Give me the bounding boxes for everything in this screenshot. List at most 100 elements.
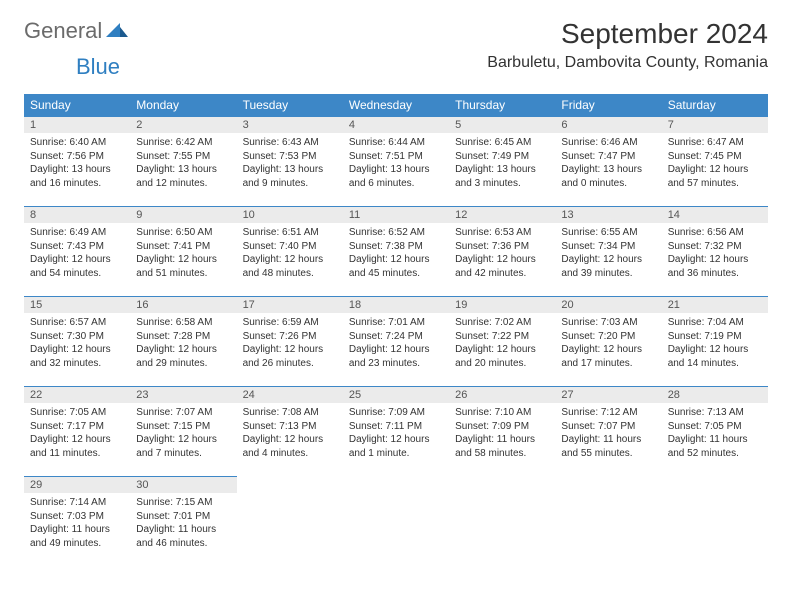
calendar-week-row: 29Sunrise: 7:14 AMSunset: 7:03 PMDayligh… — [24, 477, 768, 563]
day-number: 29 — [24, 477, 130, 493]
day-content: Sunrise: 6:40 AMSunset: 7:56 PMDaylight:… — [24, 133, 130, 196]
day-content: Sunrise: 6:50 AMSunset: 7:41 PMDaylight:… — [130, 223, 236, 286]
day-number: 28 — [662, 387, 768, 403]
day-content: Sunrise: 7:03 AMSunset: 7:20 PMDaylight:… — [555, 313, 661, 376]
day-number: 23 — [130, 387, 236, 403]
logo-triangle-icon — [106, 21, 128, 42]
day-content: Sunrise: 7:14 AMSunset: 7:03 PMDaylight:… — [24, 493, 130, 556]
day-number: 13 — [555, 207, 661, 223]
calendar-week-row: 8Sunrise: 6:49 AMSunset: 7:43 PMDaylight… — [24, 207, 768, 293]
location: Barbuletu, Dambovita County, Romania — [487, 54, 768, 72]
calendar-day-cell — [449, 477, 555, 563]
day-number: 24 — [237, 387, 343, 403]
calendar-week-row: 22Sunrise: 7:05 AMSunset: 7:17 PMDayligh… — [24, 387, 768, 473]
day-number: 16 — [130, 297, 236, 313]
day-number: 26 — [449, 387, 555, 403]
day-content: Sunrise: 7:09 AMSunset: 7:11 PMDaylight:… — [343, 403, 449, 466]
calendar-day-cell — [555, 477, 661, 563]
day-content: Sunrise: 7:05 AMSunset: 7:17 PMDaylight:… — [24, 403, 130, 466]
day-content: Sunrise: 6:58 AMSunset: 7:28 PMDaylight:… — [130, 313, 236, 376]
day-content: Sunrise: 6:42 AMSunset: 7:55 PMDaylight:… — [130, 133, 236, 196]
day-header: Friday — [555, 94, 661, 117]
calendar-day-cell: 22Sunrise: 7:05 AMSunset: 7:17 PMDayligh… — [24, 387, 130, 473]
day-number: 7 — [662, 117, 768, 133]
day-number: 22 — [24, 387, 130, 403]
calendar-table: SundayMondayTuesdayWednesdayThursdayFrid… — [24, 94, 768, 563]
calendar-day-cell: 15Sunrise: 6:57 AMSunset: 7:30 PMDayligh… — [24, 297, 130, 383]
day-content: Sunrise: 7:13 AMSunset: 7:05 PMDaylight:… — [662, 403, 768, 466]
calendar-day-cell: 19Sunrise: 7:02 AMSunset: 7:22 PMDayligh… — [449, 297, 555, 383]
day-number: 3 — [237, 117, 343, 133]
day-header: Saturday — [662, 94, 768, 117]
day-number: 2 — [130, 117, 236, 133]
day-header: Monday — [130, 94, 236, 117]
calendar-day-cell: 14Sunrise: 6:56 AMSunset: 7:32 PMDayligh… — [662, 207, 768, 293]
logo-text-blue: Blue — [76, 54, 120, 80]
day-header: Wednesday — [343, 94, 449, 117]
day-number: 5 — [449, 117, 555, 133]
day-number: 30 — [130, 477, 236, 493]
calendar-day-cell: 30Sunrise: 7:15 AMSunset: 7:01 PMDayligh… — [130, 477, 236, 563]
calendar-day-cell: 27Sunrise: 7:12 AMSunset: 7:07 PMDayligh… — [555, 387, 661, 473]
day-number: 11 — [343, 207, 449, 223]
calendar-day-cell: 24Sunrise: 7:08 AMSunset: 7:13 PMDayligh… — [237, 387, 343, 473]
calendar-day-cell — [343, 477, 449, 563]
calendar-day-cell: 18Sunrise: 7:01 AMSunset: 7:24 PMDayligh… — [343, 297, 449, 383]
day-number: 27 — [555, 387, 661, 403]
day-number: 19 — [449, 297, 555, 313]
day-content: Sunrise: 6:59 AMSunset: 7:26 PMDaylight:… — [237, 313, 343, 376]
day-content: Sunrise: 6:52 AMSunset: 7:38 PMDaylight:… — [343, 223, 449, 286]
calendar-week-row: 15Sunrise: 6:57 AMSunset: 7:30 PMDayligh… — [24, 297, 768, 383]
day-content: Sunrise: 7:04 AMSunset: 7:19 PMDaylight:… — [662, 313, 768, 376]
calendar-day-cell — [237, 477, 343, 563]
calendar-day-cell: 29Sunrise: 7:14 AMSunset: 7:03 PMDayligh… — [24, 477, 130, 563]
calendar-day-cell: 13Sunrise: 6:55 AMSunset: 7:34 PMDayligh… — [555, 207, 661, 293]
day-number: 18 — [343, 297, 449, 313]
day-content: Sunrise: 6:44 AMSunset: 7:51 PMDaylight:… — [343, 133, 449, 196]
title-block: September 2024 Barbuletu, Dambovita Coun… — [487, 18, 768, 72]
day-content: Sunrise: 7:01 AMSunset: 7:24 PMDaylight:… — [343, 313, 449, 376]
day-content: Sunrise: 6:49 AMSunset: 7:43 PMDaylight:… — [24, 223, 130, 286]
calendar-day-cell: 7Sunrise: 6:47 AMSunset: 7:45 PMDaylight… — [662, 117, 768, 203]
day-content: Sunrise: 7:15 AMSunset: 7:01 PMDaylight:… — [130, 493, 236, 556]
day-content: Sunrise: 6:55 AMSunset: 7:34 PMDaylight:… — [555, 223, 661, 286]
day-number: 15 — [24, 297, 130, 313]
day-number: 12 — [449, 207, 555, 223]
calendar-day-cell: 25Sunrise: 7:09 AMSunset: 7:11 PMDayligh… — [343, 387, 449, 473]
day-number: 8 — [24, 207, 130, 223]
calendar-day-cell: 2Sunrise: 6:42 AMSunset: 7:55 PMDaylight… — [130, 117, 236, 203]
calendar-day-cell: 23Sunrise: 7:07 AMSunset: 7:15 PMDayligh… — [130, 387, 236, 473]
day-content: Sunrise: 6:51 AMSunset: 7:40 PMDaylight:… — [237, 223, 343, 286]
day-number: 9 — [130, 207, 236, 223]
calendar-day-cell: 17Sunrise: 6:59 AMSunset: 7:26 PMDayligh… — [237, 297, 343, 383]
day-number: 10 — [237, 207, 343, 223]
calendar-day-cell: 20Sunrise: 7:03 AMSunset: 7:20 PMDayligh… — [555, 297, 661, 383]
logo-text-general: General — [24, 18, 102, 44]
day-content: Sunrise: 6:45 AMSunset: 7:49 PMDaylight:… — [449, 133, 555, 196]
calendar-day-cell: 10Sunrise: 6:51 AMSunset: 7:40 PMDayligh… — [237, 207, 343, 293]
calendar-day-cell: 28Sunrise: 7:13 AMSunset: 7:05 PMDayligh… — [662, 387, 768, 473]
calendar-day-cell: 9Sunrise: 6:50 AMSunset: 7:41 PMDaylight… — [130, 207, 236, 293]
calendar-day-cell: 4Sunrise: 6:44 AMSunset: 7:51 PMDaylight… — [343, 117, 449, 203]
calendar-day-cell: 1Sunrise: 6:40 AMSunset: 7:56 PMDaylight… — [24, 117, 130, 203]
calendar-day-cell — [662, 477, 768, 563]
day-header: Tuesday — [237, 94, 343, 117]
calendar-day-cell: 5Sunrise: 6:45 AMSunset: 7:49 PMDaylight… — [449, 117, 555, 203]
calendar-day-cell: 21Sunrise: 7:04 AMSunset: 7:19 PMDayligh… — [662, 297, 768, 383]
day-content: Sunrise: 7:07 AMSunset: 7:15 PMDaylight:… — [130, 403, 236, 466]
day-content: Sunrise: 6:57 AMSunset: 7:30 PMDaylight:… — [24, 313, 130, 376]
day-header: Sunday — [24, 94, 130, 117]
calendar-day-cell: 16Sunrise: 6:58 AMSunset: 7:28 PMDayligh… — [130, 297, 236, 383]
day-content: Sunrise: 7:02 AMSunset: 7:22 PMDaylight:… — [449, 313, 555, 376]
day-content: Sunrise: 6:46 AMSunset: 7:47 PMDaylight:… — [555, 133, 661, 196]
day-content: Sunrise: 6:53 AMSunset: 7:36 PMDaylight:… — [449, 223, 555, 286]
day-content: Sunrise: 6:43 AMSunset: 7:53 PMDaylight:… — [237, 133, 343, 196]
calendar-day-cell: 3Sunrise: 6:43 AMSunset: 7:53 PMDaylight… — [237, 117, 343, 203]
calendar-day-cell: 6Sunrise: 6:46 AMSunset: 7:47 PMDaylight… — [555, 117, 661, 203]
month-title: September 2024 — [487, 18, 768, 50]
logo: General — [24, 18, 130, 44]
day-header: Thursday — [449, 94, 555, 117]
day-number: 20 — [555, 297, 661, 313]
day-content: Sunrise: 7:08 AMSunset: 7:13 PMDaylight:… — [237, 403, 343, 466]
calendar-header-row: SundayMondayTuesdayWednesdayThursdayFrid… — [24, 94, 768, 117]
